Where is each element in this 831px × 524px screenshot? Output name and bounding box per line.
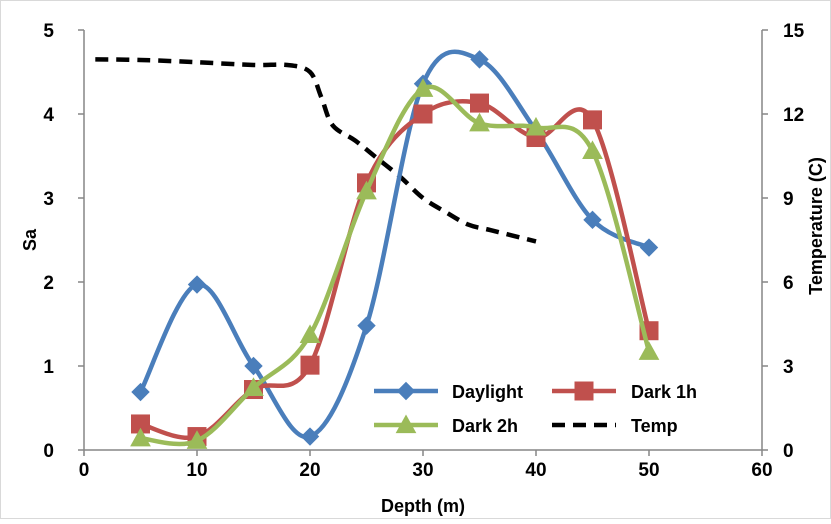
data-point-daylight [470, 50, 489, 69]
data-point-daylight [300, 427, 320, 446]
data-point-dark-1h [300, 355, 320, 375]
legend-item-temp: Temp [552, 416, 678, 436]
y-tick-label: 2 [43, 273, 54, 294]
data-point-daylight [244, 356, 263, 376]
legend-marker [396, 381, 416, 401]
legend-label: Dark 1h [631, 382, 697, 402]
y2-tick-label: 15 [783, 21, 805, 42]
data-point-daylight [583, 210, 602, 230]
y2-tick-label: 3 [783, 357, 794, 378]
y2-tick-label: 12 [783, 105, 804, 126]
series-line-daylight [138, 49, 652, 440]
data-point-dark-2h [356, 180, 377, 200]
x-tick-label: 50 [638, 460, 659, 481]
legend-marker [574, 381, 594, 401]
series-line-temp [95, 57, 537, 244]
legend-item-dark-2h: Dark 2h [374, 414, 518, 436]
data-point-dark-2h [638, 341, 660, 360]
data-point-dark-2h [582, 140, 603, 160]
x-tick-label: 40 [525, 460, 546, 481]
x-tick-label: 60 [751, 460, 772, 481]
y2-tick-label: 6 [783, 273, 794, 294]
data-point-dark-2h [525, 116, 547, 136]
series-layer [95, 49, 660, 449]
x-tick-label: 0 [79, 460, 90, 481]
x-tick-label: 10 [186, 460, 207, 481]
data-point-dark-2h [412, 78, 434, 97]
data-point-dark-2h [130, 427, 151, 447]
y2-axis-title: Temperature (C) [806, 157, 826, 295]
data-point-dark-2h [186, 430, 208, 449]
data-point-dark-1h [413, 104, 433, 124]
data-point-dark-2h [299, 324, 321, 344]
series-temp [95, 57, 537, 244]
series-dark-2h [130, 78, 660, 449]
data-point-dark-1h [583, 110, 602, 130]
legend-label: Daylight [452, 382, 523, 402]
legend-marker [395, 414, 417, 434]
x-tick-label: 30 [412, 460, 433, 481]
data-point-dark-2h [243, 377, 264, 396]
y2-tick-label: 0 [783, 441, 794, 462]
y-tick-label: 5 [43, 21, 54, 42]
x-axis-title: Depth (m) [381, 496, 465, 516]
data-point-daylight [131, 382, 150, 402]
legend: Daylight Dark 1h Dark 2h Temp [374, 381, 697, 436]
data-point-daylight [639, 238, 659, 257]
y2-tick-label: 9 [783, 189, 794, 210]
data-point-daylight [187, 275, 207, 294]
series-line-dark-2h [138, 84, 652, 447]
y-axis-title: Sa [20, 228, 40, 251]
legend-label: Dark 2h [452, 416, 518, 436]
y-tick-label: 4 [43, 105, 54, 126]
y-tick-label: 0 [43, 441, 54, 462]
legend-item-dark-1h: Dark 1h [552, 381, 697, 402]
x-tick-label: 20 [299, 460, 320, 481]
legend-label: Temp [631, 416, 678, 436]
data-point-daylight [357, 316, 376, 335]
legend-item-daylight: Daylight [374, 381, 523, 402]
data-point-dark-1h [470, 93, 489, 113]
data-point-dark-2h [469, 112, 490, 132]
y-tick-label: 3 [43, 189, 54, 210]
y-tick-label: 1 [43, 357, 54, 378]
